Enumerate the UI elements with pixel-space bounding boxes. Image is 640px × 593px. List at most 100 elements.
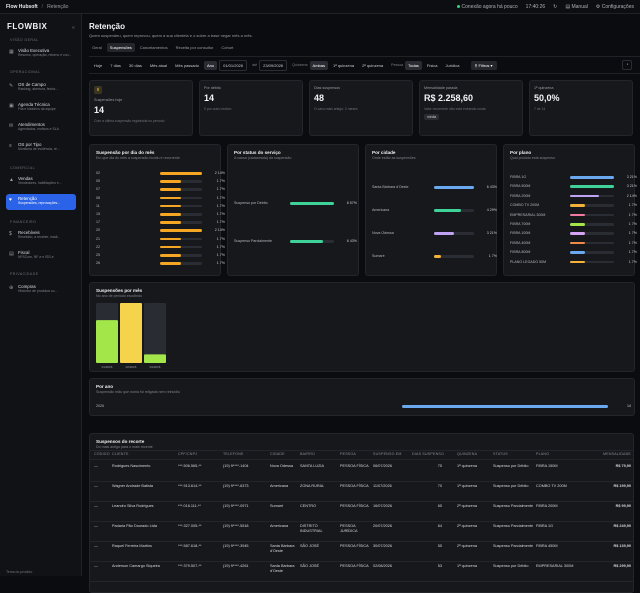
bar-fill <box>160 180 181 183</box>
table-header: MENSALIDADE <box>603 452 631 456</box>
tab-cohort[interactable]: Cohort <box>221 45 234 50</box>
sidebar-item-recebiveis[interactable]: $ Recebíveis Recebido, a receber, inadi... <box>9 230 61 239</box>
tab-suspensoes[interactable]: Suspensões <box>106 43 135 52</box>
table-cell: — <box>94 464 98 468</box>
bar-value: 1 7% <box>216 203 225 208</box>
table-cell: ***.913.614-** <box>178 484 202 488</box>
bar-track <box>144 303 166 363</box>
document-icon: ▤ <box>9 251 14 257</box>
table-divider <box>90 450 633 451</box>
tab-geral[interactable]: Geral <box>92 45 102 50</box>
tab-cancelamentos[interactable]: Cancelamentos <box>139 45 168 50</box>
table-cell: (19) 9****-4261 <box>223 564 249 568</box>
table-cell: Suspenso Parcialmente <box>493 524 534 528</box>
sidebar-item-os-tipo[interactable]: ≡ OS por Tipo Monitoria de evidência, ré..… <box>9 142 60 151</box>
theme-toggle[interactable]: Tema do produto <box>6 570 33 574</box>
period-ano[interactable]: Ano <box>203 60 218 70</box>
pessoa-juridica[interactable]: Jurídica <box>445 62 460 68</box>
bar-value: 2 14% <box>214 228 225 233</box>
bar-value: 4 29% <box>486 208 497 212</box>
notification-icon[interactable]: ◔ <box>622 60 632 70</box>
bar-label: 11 <box>96 203 100 208</box>
card-por-plano: Por plano Qual produto está suspenso FIB… <box>503 144 637 276</box>
date-to-input[interactable]: 23/09/2026 <box>259 59 288 71</box>
pessoa-fisica[interactable]: Física <box>426 62 438 68</box>
list-icon: ≡ <box>9 143 12 149</box>
month-bar[interactable] <box>96 320 118 363</box>
month-bar-chart: 01/2026 02/2026 03/2026 <box>96 303 166 369</box>
client-name[interactable]: Raquel Ferreira Martins <box>112 544 152 548</box>
bar-value: 1 7% <box>628 203 637 208</box>
sidebar-item-visao-executiva[interactable]: ▦ Visão Executiva Resumo, operação, retorn… <box>9 48 72 57</box>
quinzena-1[interactable]: 1ª quinzena <box>333 62 355 68</box>
table-cell: PESSOA FÍSICA <box>340 564 369 568</box>
month-bar[interactable] <box>144 354 166 363</box>
period-7-dias[interactable]: 7 dias <box>110 62 121 68</box>
sidebar-item-atendimentos[interactable]: ✉ Atendimentos Agendados, motivos e SLA <box>9 122 59 131</box>
period-hoje[interactable]: Hoje <box>94 62 103 68</box>
table-cell: 2ª quinzena <box>457 544 477 548</box>
client-name[interactable]: Anderson Camargo Siqueira <box>112 564 160 568</box>
bar-value: 1 7% <box>628 222 637 226</box>
filter-bar: Hoje 7 dias 30 dias Mês atual Mês passad… <box>89 56 640 74</box>
table-cell: (19) 9****-0971 <box>223 504 249 508</box>
bar-track <box>160 204 202 208</box>
sidebar-item-os-campo[interactable]: ✎ OS de Campo Ranking, abertura, fecha... <box>9 82 58 91</box>
cart-icon: ⊕ <box>9 285 14 291</box>
quinzena-ambas[interactable]: Ambas <box>309 60 328 70</box>
bar-label: 05 <box>96 179 100 184</box>
period-mes-atual[interactable]: Mês atual <box>149 62 168 68</box>
bar-fill <box>434 232 454 235</box>
sidebar-item-vendas[interactable]: ▲ Vendas Vendedores, habilitações e... <box>9 176 62 185</box>
quinzena-2[interactable]: 2ª quinzena <box>362 62 384 68</box>
breadcrumb[interactable]: Retenção <box>47 3 69 10</box>
table-cell: FIBRA 200M <box>536 504 558 508</box>
bar-fill <box>570 223 585 226</box>
period-mes-passado[interactable]: Mês passado <box>175 62 199 68</box>
card-por-status: Por status do serviço A causa (cadastrad… <box>227 144 359 276</box>
sidebar-item-agenda[interactable]: ▣ Agenda Técnica Fila e histórico da equip… <box>9 102 56 111</box>
client-name[interactable]: Rodrigues Nascimento <box>112 464 151 468</box>
client-name[interactable]: Wagner Andrade Batista <box>112 484 154 488</box>
table-cell: 06/07/2026 <box>373 464 393 468</box>
sidebar-item-compras[interactable]: ⊕ Compras Histórico de produtos co... <box>9 284 58 293</box>
bar-track <box>434 232 474 235</box>
table-cell: — <box>94 524 98 528</box>
settings-button[interactable]: ⚙ Configurações <box>595 3 634 10</box>
table-cell: 2ª quinzena <box>457 524 477 528</box>
sync-status: Conexão agora há pouco <box>456 4 518 10</box>
filters-button[interactable]: ⚲ Filtros ▾ <box>470 60 497 70</box>
bar-value: 1 7% <box>216 187 225 192</box>
calendar-icon: ▣ <box>9 103 14 109</box>
sidebar-item-retencao[interactable]: ♥ Retenção Suspensões, reprovações... <box>6 194 76 210</box>
bar-track <box>570 251 614 254</box>
manual-button[interactable]: ▤ Manual <box>565 3 588 10</box>
table-cell: Sumaré <box>270 504 284 508</box>
table-cell: SÃO JOSÉ <box>300 564 319 568</box>
bar-label: 26 <box>96 261 100 266</box>
bar-value: 1 7% <box>628 250 637 255</box>
client-name[interactable]: Padaria Pão Dourado Ltda <box>112 524 157 528</box>
client-name[interactable]: Leandro Silva Rodrigues <box>112 504 154 508</box>
refresh-icon[interactable]: ↻ <box>553 3 558 10</box>
table-cell: R$ 139,90 <box>613 544 631 548</box>
pessoa-todas[interactable]: Todas <box>405 60 422 70</box>
sidebar-item-fiscal[interactable]: ▤ Fiscal NFSCom, NF-e e ISS-e <box>9 250 54 259</box>
pause-icon: ॥ <box>94 86 102 94</box>
table-cell: R$ 79,90 <box>615 464 631 468</box>
collapse-sidebar-icon[interactable]: « <box>72 25 75 31</box>
table-cell: (19) 9****-3945 <box>223 544 249 548</box>
tab-receita-consultor[interactable]: Receita por consultor <box>175 45 214 50</box>
bar-fill <box>160 172 202 175</box>
bar-fill <box>570 185 614 188</box>
period-30-dias[interactable]: 30 dias <box>128 62 142 68</box>
bar-track <box>434 255 474 258</box>
table-divider <box>90 459 633 460</box>
bar-track <box>160 188 202 191</box>
table-cell: 55 <box>437 544 442 548</box>
bar-track <box>570 204 614 207</box>
month-bar[interactable] <box>120 303 142 363</box>
table-cell: ***.506.565-** <box>178 464 202 468</box>
table-cell: SANTA LUZIA <box>300 464 324 468</box>
date-from-input[interactable]: 01/01/2026 <box>219 59 248 71</box>
